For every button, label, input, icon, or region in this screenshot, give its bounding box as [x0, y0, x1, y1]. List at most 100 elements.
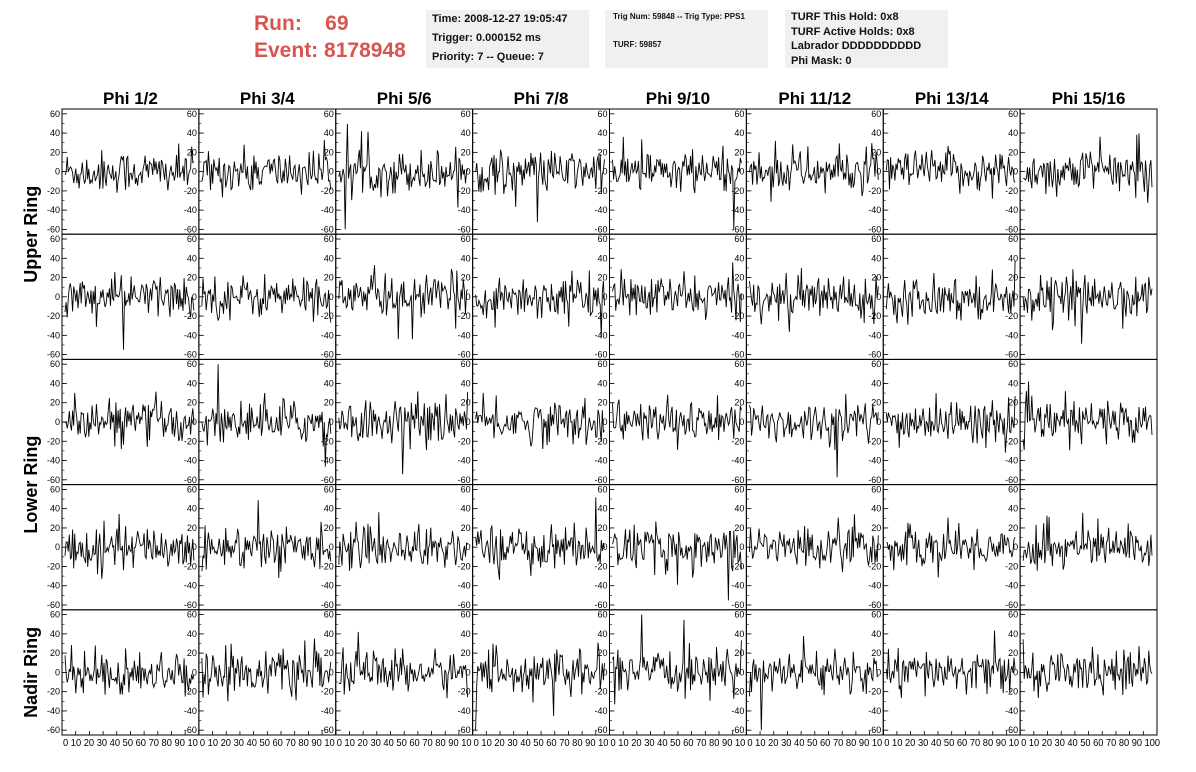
- y-tick-label: 0: [739, 542, 744, 552]
- y-tick-label: -60: [731, 350, 744, 360]
- y-tick-label: -20: [458, 687, 471, 697]
- y-tick-label: -40: [731, 330, 744, 340]
- y-tick-label: -20: [321, 436, 334, 446]
- waveform-trace: [201, 274, 332, 323]
- y-tick-label: 60: [461, 109, 471, 119]
- y-tick-label: 0: [55, 667, 60, 677]
- y-tick-label: 40: [187, 128, 197, 138]
- y-tick-label: -40: [594, 581, 607, 591]
- waveform-trace: [338, 123, 469, 230]
- ring-label: Upper Ring: [21, 186, 41, 283]
- y-tick-label: 40: [871, 504, 881, 514]
- y-tick-label: 60: [50, 610, 60, 620]
- run-value: 69: [325, 12, 349, 35]
- y-tick-label: -40: [594, 330, 607, 340]
- y-tick-label: -20: [594, 687, 607, 697]
- y-tick-label: 0: [739, 292, 744, 302]
- y-tick-label: -20: [731, 687, 744, 697]
- y-tick-label: -60: [731, 224, 744, 234]
- panel-frame: [198, 609, 337, 736]
- y-tick-label: 0: [329, 542, 334, 552]
- waveform-trace: [475, 392, 605, 450]
- y-tick-label: 0: [466, 167, 471, 177]
- y-tick-label: -60: [594, 224, 607, 234]
- y-tick-label: 20: [50, 398, 60, 408]
- y-tick-label: -40: [731, 706, 744, 716]
- y-tick-label: -40: [321, 205, 334, 215]
- y-tick-label: 20: [50, 523, 60, 533]
- waveform-trace: [612, 262, 742, 323]
- y-tick-label: -20: [868, 311, 881, 321]
- waveform-trace: [748, 393, 879, 478]
- y-tick-label: 60: [871, 484, 881, 494]
- y-tick-label: 60: [187, 234, 197, 244]
- y-tick-label: -40: [321, 330, 334, 340]
- event-value: 8178948: [324, 39, 406, 62]
- y-tick-label: 40: [734, 504, 744, 514]
- y-tick-label: 60: [1008, 610, 1018, 620]
- y-tick-label: -20: [1005, 436, 1018, 446]
- y-tick-label: 60: [734, 610, 744, 620]
- y-tick-label: 60: [597, 359, 607, 369]
- waveform-trace: [1023, 133, 1153, 203]
- y-tick-label: -60: [868, 350, 881, 360]
- x-tick-labels: 0 10 20 30 40 50 60 70 80 90 10: [884, 738, 1019, 749]
- y-tick-label: 40: [1008, 629, 1018, 639]
- panel-frame: [335, 484, 474, 611]
- y-tick-label: 20: [187, 523, 197, 533]
- y-tick-label: -40: [868, 205, 881, 215]
- waveform-trace: [201, 500, 332, 579]
- y-tick-label: -60: [47, 224, 60, 234]
- y-tick-label: -60: [321, 725, 334, 735]
- y-tick-label: -20: [731, 436, 744, 446]
- y-tick-label: 60: [50, 359, 60, 369]
- column-header: Phi 7/8: [514, 89, 569, 108]
- y-tick-label: -60: [458, 600, 471, 610]
- y-tick-label: -60: [1005, 224, 1018, 234]
- y-tick-label: 20: [50, 273, 60, 283]
- y-tick-label: -40: [731, 456, 744, 466]
- y-tick-label: 40: [50, 378, 60, 388]
- y-tick-label: -20: [1005, 311, 1018, 321]
- y-tick-label: 60: [597, 234, 607, 244]
- y-tick-label: 20: [50, 648, 60, 658]
- y-tick-label: 0: [1013, 167, 1018, 177]
- y-tick-label: -40: [1005, 706, 1018, 716]
- waveform-trace: [338, 391, 469, 475]
- y-tick-label: 40: [50, 128, 60, 138]
- phi-mask-text: Phi Mask: 0: [791, 54, 852, 67]
- waveform-trace: [748, 635, 879, 731]
- y-tick-label: 60: [187, 109, 197, 119]
- y-tick-label: -20: [868, 687, 881, 697]
- y-tick-label: -40: [47, 456, 60, 466]
- y-tick-label: 60: [734, 234, 744, 244]
- panel-frame: [335, 609, 474, 736]
- y-tick-label: -20: [47, 186, 60, 196]
- y-tick-label: 60: [871, 610, 881, 620]
- y-tick-label: -40: [868, 581, 881, 591]
- y-tick-label: 40: [461, 629, 471, 639]
- y-tick-label: 20: [324, 147, 334, 157]
- y-tick-label: -20: [321, 186, 334, 196]
- y-tick-label: 40: [597, 128, 607, 138]
- y-tick-label: 0: [466, 417, 471, 427]
- column-header: Phi 3/4: [240, 89, 295, 108]
- waveform-trace: [64, 143, 195, 193]
- y-tick-label: -60: [594, 475, 607, 485]
- y-tick-label: 20: [734, 398, 744, 408]
- y-tick-label: 20: [461, 273, 471, 283]
- panel-frame: [198, 484, 337, 611]
- y-tick-label: 20: [50, 147, 60, 157]
- y-tick-label: 40: [1008, 253, 1018, 263]
- waveform-trace: [1022, 381, 1153, 451]
- y-tick-label: -60: [184, 600, 197, 610]
- waveform-trace: [885, 260, 1016, 325]
- y-tick-label: -60: [47, 725, 60, 735]
- y-tick-label: -40: [458, 706, 471, 716]
- y-tick-label: -20: [47, 561, 60, 571]
- y-tick-label: -40: [458, 456, 471, 466]
- y-tick-label: 0: [739, 667, 744, 677]
- column-header: Phi 5/6: [377, 89, 432, 108]
- y-tick-label: -20: [458, 561, 471, 571]
- waveform-trace: [748, 140, 879, 202]
